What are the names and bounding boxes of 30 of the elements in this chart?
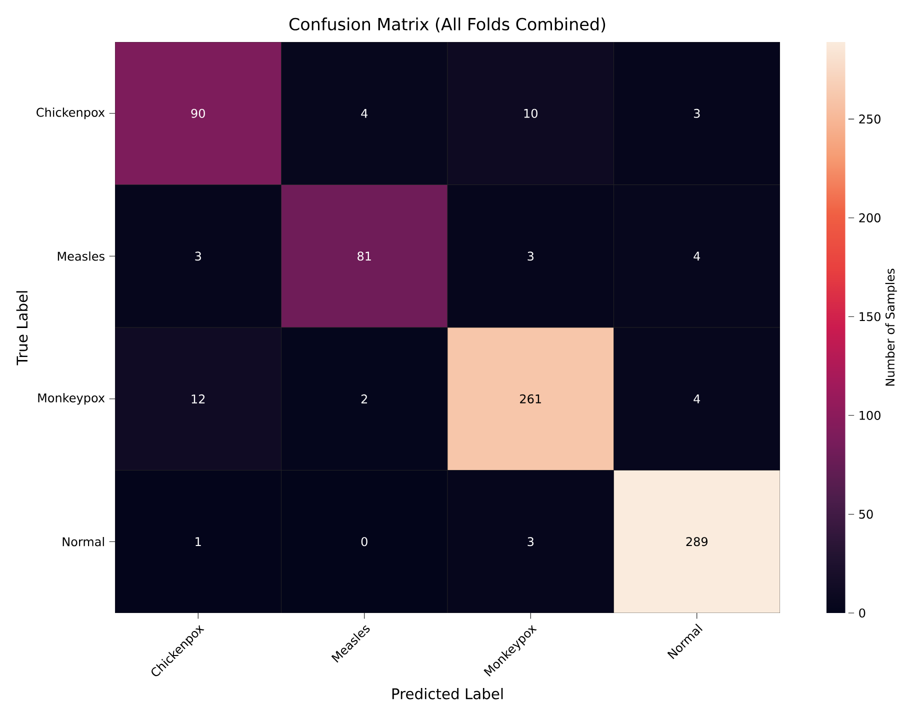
color-bar-label: 0 bbox=[859, 608, 866, 618]
data-label: 3 bbox=[694, 108, 700, 118]
data-label: 3 bbox=[195, 252, 201, 261]
data-label: 81 bbox=[358, 252, 371, 261]
data-label: 90 bbox=[191, 108, 205, 118]
data-label: 1 bbox=[196, 537, 201, 546]
y-axis-title: True Label bbox=[16, 291, 28, 366]
data-label: 289 bbox=[686, 537, 708, 546]
data-label: 2 bbox=[361, 394, 367, 404]
color-bar-label: 200 bbox=[859, 213, 880, 222]
data-label: 4 bbox=[361, 109, 368, 118]
color-bar-label: 250 bbox=[859, 114, 880, 124]
y-tick-label: Normal bbox=[62, 536, 104, 546]
data-label: 3 bbox=[528, 252, 534, 261]
x-axis-title: Predicted Label bbox=[392, 688, 503, 700]
data-label: 3 bbox=[528, 537, 534, 546]
data-label: 4 bbox=[694, 252, 700, 261]
data-label: 10 bbox=[524, 108, 538, 118]
chart-title: Confusion Matrix (All Folds Combined) bbox=[289, 18, 606, 32]
data-label: 0 bbox=[361, 537, 368, 546]
color-bar-title: Number of Samples bbox=[885, 268, 897, 386]
color-bar-label: 150 bbox=[860, 312, 880, 322]
y-tick-label: Measles bbox=[58, 251, 104, 261]
data-label: 4 bbox=[694, 394, 700, 404]
color-bar-label: 100 bbox=[860, 410, 880, 420]
data-label: 12 bbox=[192, 394, 205, 404]
y-tick-label: Monkeypox bbox=[38, 393, 105, 405]
y-tick-label: Chickenpox bbox=[36, 108, 105, 120]
data-label: 261 bbox=[520, 394, 541, 404]
color-bar-label: 50 bbox=[859, 510, 873, 519]
